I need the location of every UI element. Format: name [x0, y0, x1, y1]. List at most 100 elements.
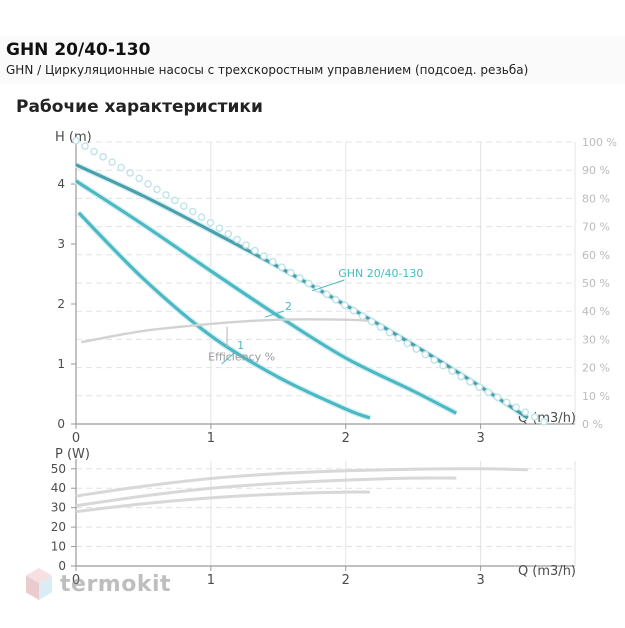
watermark: termokit — [24, 564, 171, 604]
head-x-tick-label: 2 — [342, 431, 350, 446]
power-curve-3 — [75, 467, 528, 498]
efficiency-dot — [233, 235, 241, 244]
head-x-tick-label: 0 — [72, 431, 80, 446]
power-x-tick-label: 1 — [207, 573, 215, 588]
efficiency-dot — [540, 418, 548, 426]
efficiency-dot — [188, 207, 197, 216]
efficiency-axis-tick-label: 100 % — [582, 136, 617, 149]
head-curve-speed-1 — [77, 211, 371, 420]
efficiency-dot — [153, 185, 161, 194]
efficiency-dot — [530, 413, 539, 421]
efficiency-dot — [403, 339, 412, 348]
efficiency-dot — [394, 334, 403, 342]
series-label-main-leader — [311, 279, 345, 292]
efficiency-dot — [251, 246, 259, 255]
efficiency-dot — [108, 158, 116, 167]
efficiency-dot — [439, 361, 447, 370]
efficiency-dot — [421, 350, 430, 359]
efficiency-dot — [349, 306, 358, 315]
head-x-tick-label: 3 — [476, 431, 484, 446]
efficiency-dot — [260, 252, 268, 260]
efficiency-axis-tick-label: 30 % — [582, 333, 610, 346]
efficiency-dot — [475, 383, 483, 391]
efficiency-axis-tick-label: 70 % — [582, 221, 610, 234]
efficiency-dot — [484, 388, 493, 397]
section-heading: Рабочие характеристики — [16, 97, 263, 117]
efficiency-dot — [286, 268, 295, 277]
efficiency-dot — [295, 274, 304, 282]
series-label-2: 2 — [285, 300, 292, 313]
head-curve-halo — [76, 210, 372, 421]
efficiency-dot — [99, 153, 107, 161]
head-y-tick-label: 2 — [57, 297, 65, 311]
efficiency-dot — [135, 174, 143, 183]
efficiency-dot — [162, 191, 170, 199]
efficiency-label: Efficiency % — [208, 350, 275, 363]
power-y-tick-label: 50 — [51, 462, 66, 476]
efficiency-dot — [412, 345, 421, 353]
efficiency-dot — [493, 393, 502, 402]
series-label-1: 1 — [237, 339, 244, 352]
efficiency-dot — [72, 136, 80, 145]
logo-icon — [26, 568, 52, 600]
efficiency-dot — [304, 279, 313, 288]
page-subtitle: GHN / Циркуляционные насосы с трехскорос… — [6, 63, 529, 77]
head-y-tick-label: 0 — [57, 417, 65, 431]
series-label-main: GHN 20/40-130 — [338, 267, 423, 280]
efficiency-dot — [331, 295, 340, 304]
efficiency-dot — [171, 196, 179, 205]
head-y-axis-label: H (m) — [55, 130, 92, 145]
efficiency-dot — [376, 323, 385, 331]
efficiency-dot — [90, 147, 98, 156]
efficiency-axis-tick-label: 40 % — [582, 305, 610, 318]
power-curve-1 — [75, 490, 371, 514]
head-x-tick-label: 1 — [207, 431, 215, 446]
series-label-1-leader — [221, 350, 237, 365]
efficiency-axis-tick-label: 20 % — [582, 362, 610, 375]
power-x-axis-label: Q (m3/h) — [518, 564, 576, 579]
efficiency-dot — [278, 263, 286, 271]
efficiency-axis-tick-label: 60 % — [582, 249, 610, 262]
efficiency-dot — [457, 372, 465, 381]
efficiency-dot — [215, 224, 224, 233]
power-y-tick-label: 0 — [58, 559, 66, 573]
power-y-tick-label: 30 — [51, 501, 66, 515]
efficiency-dot — [81, 142, 89, 150]
efficiency-dot — [358, 312, 367, 320]
efficiency-dot — [430, 356, 438, 364]
power-x-tick-label: 2 — [342, 573, 350, 588]
efficiency-dot — [385, 328, 394, 337]
efficiency-dot — [117, 163, 125, 172]
power-chart: 0 10 20 30 40 50 0 1 2 3 P (W) Q (m3/h) — [51, 447, 576, 588]
head-curve-halo — [74, 178, 458, 416]
efficiency-axis-tick-label: 0 % — [582, 418, 603, 431]
efficiency-axis-tick-label: 10 % — [582, 390, 610, 403]
efficiency-dot — [269, 257, 277, 266]
series-label-2-leader — [264, 310, 285, 318]
page-title: GHN 20/40-130 — [6, 40, 151, 60]
efficiency-dot — [367, 317, 376, 326]
power-x-tick-label: 3 — [476, 573, 484, 588]
power-y-axis-label: P (W) — [55, 447, 90, 462]
efficiency-dot — [448, 367, 456, 375]
efficiency-axis-tick-label: 80 % — [582, 192, 610, 205]
head-y-tick-label: 3 — [57, 237, 65, 251]
header-band — [0, 36, 625, 84]
head-y-tick-label: 1 — [57, 357, 65, 371]
power-x-tick-label: 0 — [72, 573, 80, 588]
efficiency-dot — [340, 301, 349, 309]
efficiency-dot — [242, 241, 250, 249]
power-curve-2 — [75, 476, 457, 508]
efficiency-dot — [502, 398, 511, 407]
efficiency-dot — [521, 408, 530, 416]
efficiency-dot — [224, 230, 233, 238]
efficiency-dot — [512, 403, 520, 412]
efficiency-dot — [197, 213, 206, 221]
efficiency-axis-tick-label: 50 % — [582, 277, 610, 290]
watermark-text: termokit — [60, 571, 172, 597]
efficiency-dot — [179, 202, 188, 210]
efficiency-dot — [144, 180, 152, 188]
efficiency-dot — [206, 218, 215, 227]
